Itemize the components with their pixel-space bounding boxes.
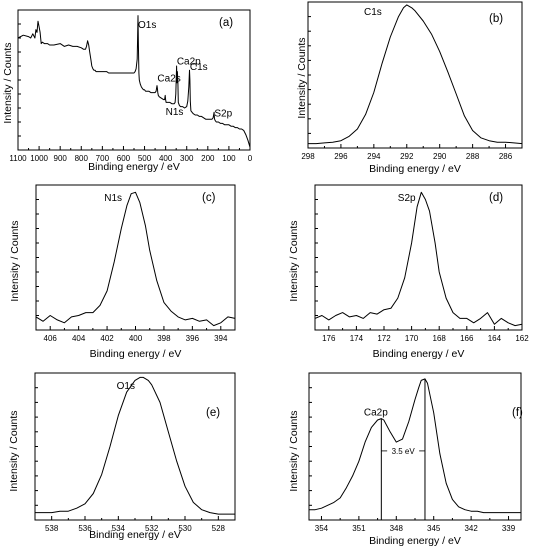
x-tick-label: 100	[222, 154, 236, 163]
spectrum-line	[35, 376, 235, 515]
x-tick-label: 394	[214, 334, 228, 343]
plot-frame	[308, 372, 522, 521]
x-tick-label: 170	[405, 334, 419, 343]
x-tick-label: 530	[178, 524, 192, 533]
x-tick-label: 290	[433, 152, 447, 161]
panel-a: 1100 1000 900 800 700 600 500 400 300 200 100 0Bind…	[2, 9, 253, 173]
x-tick-label: 900	[54, 154, 68, 163]
x-tick-label: 292	[400, 152, 414, 161]
x-tick-label: 500	[138, 154, 152, 163]
x-tick-label: 174	[350, 334, 364, 343]
x-tick-label: 0	[248, 154, 253, 163]
x-tick-label: 176	[322, 334, 336, 343]
panel-c: 406 404 402 400 398 396 394 Binding energy / eV…	[9, 184, 236, 360]
x-tick-label: 339	[502, 524, 516, 533]
x-tick-label: 400	[159, 154, 173, 163]
x-tick-label: 300	[180, 154, 194, 163]
separation-label: 3.5 eV	[392, 447, 416, 456]
panel-d: 176 174 172 170 168 166 164 162 Binding energy /…	[288, 184, 529, 360]
peak-label: Ca2p	[177, 57, 201, 68]
y-axis-label: Intensity / Counts	[9, 220, 21, 301]
panel-label: (a)	[219, 17, 233, 29]
panel-b: 298 296 294 292 290 288 286 Binding energy / eV…	[296, 1, 523, 175]
peak-label: N1s	[104, 193, 122, 204]
spectrum-line	[308, 4, 523, 145]
peak-label: Ca2p	[364, 408, 388, 419]
x-tick-label: 396	[186, 334, 200, 343]
x-tick-label: 538	[45, 524, 59, 533]
x-tick-label: 288	[466, 152, 480, 161]
plot-frame	[35, 184, 236, 331]
x-tick-label: 294	[367, 152, 381, 161]
x-tick-label: 402	[100, 334, 114, 343]
spectrum-line	[17, 15, 251, 148]
y-axis-label: Intensity / Counts	[8, 410, 20, 491]
peak-label: O1s	[117, 381, 135, 392]
y-axis-label: Intensity / Counts	[2, 42, 14, 123]
spectrum-line	[309, 378, 521, 514]
y-axis-label: Intensity / Counts	[288, 410, 300, 491]
peak-label: S2p	[398, 193, 416, 204]
x-tick-label: 536	[78, 524, 92, 533]
x-tick-label: 162	[515, 334, 529, 343]
plot-frame	[17, 9, 251, 151]
x-tick-label: 600	[117, 154, 131, 163]
x-tick-label: 532	[145, 524, 159, 533]
peak-label: N1s	[166, 107, 184, 118]
peak-label: C1s	[190, 62, 208, 73]
x-tick-label: 406	[44, 334, 58, 343]
x-axis-label: Binding energy / eV	[89, 529, 181, 541]
panel-label: (b)	[489, 13, 503, 25]
plot-frame	[34, 372, 236, 521]
panel-label: (f)	[512, 407, 523, 419]
x-tick-label: 168	[433, 334, 447, 343]
peak-label: O1s	[138, 20, 156, 31]
x-tick-label: 534	[112, 524, 126, 533]
x-tick-label: 200	[201, 154, 215, 163]
x-tick-label: 400	[129, 334, 143, 343]
x-axis-label: Binding energy / eV	[369, 535, 461, 547]
x-tick-label: 354	[315, 524, 329, 533]
x-axis-label: Binding energy / eV	[90, 348, 182, 360]
x-tick-label: 345	[427, 524, 441, 533]
x-tick-label: 286	[499, 152, 513, 161]
x-tick-label: 296	[334, 152, 348, 161]
panel-label: (e)	[206, 407, 220, 419]
x-tick-label: 528	[212, 524, 226, 533]
x-tick-label: 172	[377, 334, 391, 343]
x-tick-label: 398	[157, 334, 171, 343]
x-tick-label: 1100	[9, 154, 27, 163]
peak-label: C1s	[364, 7, 382, 18]
panel-f: 354 351 348 345 342 339 Binding energy / eV Int…	[288, 372, 523, 547]
x-tick-label: 164	[488, 334, 502, 343]
peak-label: Ca2s	[157, 73, 180, 84]
x-tick-label: 342	[464, 524, 478, 533]
x-tick-label: 404	[72, 334, 86, 343]
panel-e: 538 536 534 532 530 528 Binding energy / eV Int…	[8, 372, 236, 541]
spectrum-line	[314, 191, 523, 327]
x-tick-label: 298	[301, 152, 315, 161]
x-tick-label: 348	[390, 524, 404, 533]
y-axis-label: Intensity / Counts	[288, 220, 300, 301]
x-tick-label: 800	[75, 154, 89, 163]
x-tick-label: 351	[352, 524, 366, 533]
spectrum-line	[35, 191, 236, 327]
x-tick-label: 700	[96, 154, 110, 163]
panel-label: (c)	[202, 192, 216, 204]
x-axis-label: Binding energy / eV	[88, 161, 180, 173]
panel-label: (d)	[489, 192, 503, 204]
x-tick-label: 1000	[30, 154, 48, 163]
x-axis-label: Binding energy / eV	[369, 163, 461, 175]
y-axis-label: Intensity / Counts	[296, 37, 308, 118]
x-tick-label: 166	[460, 334, 474, 343]
plot-frame	[314, 184, 523, 331]
x-axis-label: Binding energy / eV	[373, 348, 465, 360]
peak-label: S2p	[214, 108, 232, 119]
